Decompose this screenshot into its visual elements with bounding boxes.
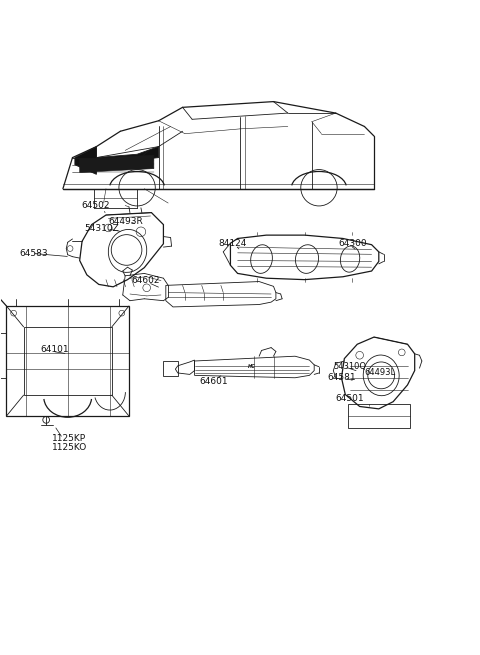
Polygon shape: [75, 147, 158, 174]
Text: 1125KO: 1125KO: [52, 443, 88, 452]
Text: 54310Q: 54310Q: [333, 362, 366, 371]
Text: 64583: 64583: [20, 249, 48, 258]
Text: 84124: 84124: [218, 239, 247, 248]
Text: 64493L: 64493L: [364, 368, 396, 377]
Text: 64502: 64502: [81, 202, 109, 210]
Text: 64493R: 64493R: [108, 217, 143, 226]
Text: HC: HC: [248, 364, 256, 369]
Text: 64300: 64300: [338, 239, 367, 248]
Text: 64581: 64581: [327, 373, 356, 383]
Text: 1125KP: 1125KP: [52, 434, 86, 443]
Text: 64601: 64601: [199, 377, 228, 386]
Text: 54310Z: 54310Z: [84, 225, 119, 233]
Text: 64602: 64602: [132, 276, 160, 285]
Text: 64101: 64101: [40, 345, 69, 354]
Polygon shape: [80, 155, 154, 172]
Text: 64501: 64501: [336, 394, 364, 403]
